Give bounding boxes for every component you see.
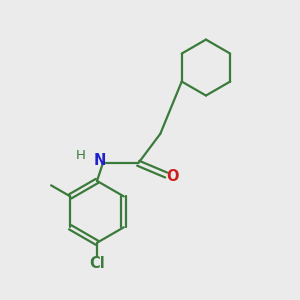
Text: O: O bbox=[167, 169, 179, 184]
Text: H: H bbox=[76, 149, 86, 162]
Text: N: N bbox=[93, 153, 106, 168]
Text: Cl: Cl bbox=[89, 256, 105, 271]
